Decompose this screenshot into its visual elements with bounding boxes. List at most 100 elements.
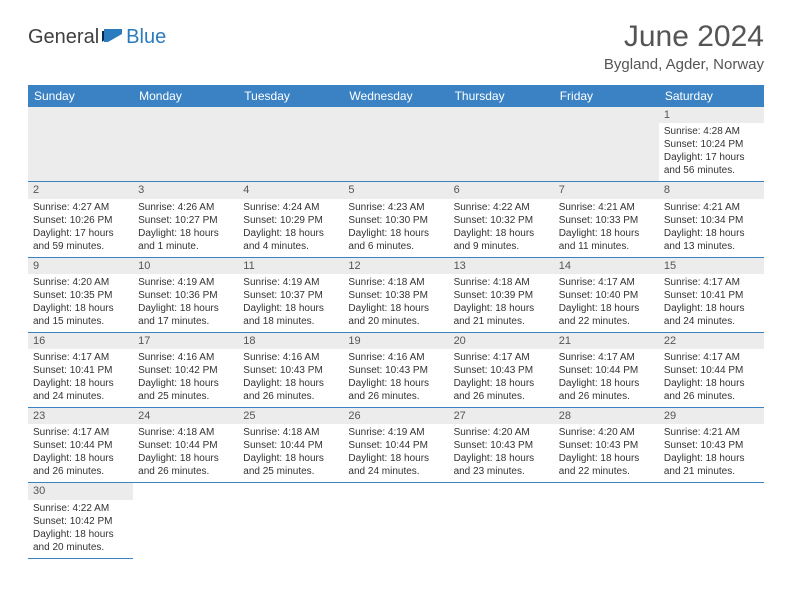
calendar-cell: 27Sunrise: 4:20 AMSunset: 10:43 PMDaylig… xyxy=(449,408,554,483)
day-number: 2 xyxy=(28,182,133,198)
daylight-text: Daylight: 18 hours and 23 minutes. xyxy=(454,452,549,478)
day-number: 30 xyxy=(28,483,133,499)
daylight-text: Daylight: 18 hours and 15 minutes. xyxy=(33,302,128,328)
sunset-text: Sunset: 10:27 PM xyxy=(138,214,233,227)
calendar-cell: 15Sunrise: 4:17 AMSunset: 10:41 PMDaylig… xyxy=(659,257,764,332)
sunset-text: Sunset: 10:44 PM xyxy=(33,439,128,452)
calendar-cell: 26Sunrise: 4:19 AMSunset: 10:44 PMDaylig… xyxy=(343,408,448,483)
day-number: 17 xyxy=(133,333,238,349)
sunset-text: Sunset: 10:26 PM xyxy=(33,214,128,227)
daylight-text: Daylight: 18 hours and 20 minutes. xyxy=(33,528,128,554)
calendar-cell xyxy=(28,107,133,182)
calendar-cell: 19 Sunrise: 4:16 AMSunset: 10:43 PMDaylig… xyxy=(343,332,448,407)
sunrise-text: Sunrise: 4:26 AM xyxy=(138,201,233,214)
daylight-text: Daylight: 18 hours and 22 minutes. xyxy=(559,452,654,478)
daylight-text: Daylight: 18 hours and 24 minutes. xyxy=(664,302,759,328)
day-number: 1 xyxy=(659,107,764,123)
calendar-cell: 14Sunrise: 4:17 AMSunset: 10:40 PMDaylig… xyxy=(554,257,659,332)
day-number: 25 xyxy=(238,408,343,424)
calendar-cell: 12Sunrise: 4:18 AMSunset: 10:38 PMDaylig… xyxy=(343,257,448,332)
calendar-cell: 3Sunrise: 4:26 AMSunset: 10:27 PMDayligh… xyxy=(133,182,238,257)
sunrise-text: Sunrise: 4:18 AM xyxy=(243,426,338,439)
calendar-cell: 29Sunrise: 4:21 AMSunset: 10:43 PMDaylig… xyxy=(659,408,764,483)
sunrise-text: Sunrise: 4:20 AM xyxy=(454,426,549,439)
logo-text-general: General xyxy=(28,26,99,49)
day-number: 26 xyxy=(343,408,448,424)
logo-text-blue: Blue xyxy=(126,26,166,49)
sunrise-text: Sunrise: 4:17 AM xyxy=(664,351,759,364)
sunrise-text: Sunrise: 4:21 AM xyxy=(664,426,759,439)
day-number: 13 xyxy=(449,258,554,274)
sunrise-text: Sunrise: 4:24 AM xyxy=(243,201,338,214)
sunrise-text: Sunrise: 4:16 AM xyxy=(243,351,338,364)
sunrise-text: Sunrise: 4:27 AM xyxy=(33,201,128,214)
sunrise-text: Sunrise: 4:17 AM xyxy=(33,426,128,439)
calendar-cell xyxy=(133,483,238,558)
sunrise-text: Sunrise: 4:18 AM xyxy=(348,276,443,289)
day-number: 23 xyxy=(28,408,133,424)
calendar-cell: 17Sunrise: 4:16 AMSunset: 10:42 PMDaylig… xyxy=(133,332,238,407)
weekday-header: Wednesday xyxy=(343,85,448,107)
sunset-text: Sunset: 10:43 PM xyxy=(559,439,654,452)
day-number: 24 xyxy=(133,408,238,424)
sunset-text: Sunset: 10:43 PM xyxy=(454,439,549,452)
calendar-cell: 23Sunrise: 4:17 AMSunset: 10:44 PMDaylig… xyxy=(28,408,133,483)
day-number: 28 xyxy=(554,408,659,424)
calendar-cell xyxy=(449,483,554,558)
daylight-text: Daylight: 18 hours and 9 minutes. xyxy=(454,227,549,253)
sunrise-text: Sunrise: 4:17 AM xyxy=(559,351,654,364)
calendar-cell xyxy=(659,483,764,558)
calendar-cell: 30Sunrise: 4:22 AMSunset: 10:42 PMDaylig… xyxy=(28,483,133,558)
month-title: June 2024 xyxy=(604,20,764,54)
daylight-text: Daylight: 18 hours and 21 minutes. xyxy=(454,302,549,328)
sunset-text: Sunset: 10:43 PM xyxy=(348,364,443,377)
calendar-cell: 10Sunrise: 4:19 AMSunset: 10:36 PMDaylig… xyxy=(133,257,238,332)
day-number: 15 xyxy=(659,258,764,274)
weekday-header: Saturday xyxy=(659,85,764,107)
weekday-row: Sunday Monday Tuesday Wednesday Thursday… xyxy=(28,85,764,107)
day-number: 20 xyxy=(449,333,554,349)
calendar-row: 30Sunrise: 4:22 AMSunset: 10:42 PMDaylig… xyxy=(28,483,764,558)
day-number: 3 xyxy=(133,182,238,198)
calendar-cell xyxy=(554,107,659,182)
calendar-cell: 24Sunrise: 4:18 AMSunset: 10:44 PMDaylig… xyxy=(133,408,238,483)
sunset-text: Sunset: 10:38 PM xyxy=(348,289,443,302)
sunrise-text: Sunrise: 4:16 AM xyxy=(138,351,233,364)
daylight-text: Daylight: 18 hours and 26 minutes. xyxy=(348,377,443,403)
calendar-row: 2 Sunrise: 4:27 AMSunset: 10:26 PM Dayligh… xyxy=(28,182,764,257)
sunrise-text: Sunrise: 4:18 AM xyxy=(454,276,549,289)
day-number: 29 xyxy=(659,408,764,424)
sunrise-text: Sunrise: 4:20 AM xyxy=(33,276,128,289)
sunrise-text: Sunrise: 4:16 AM xyxy=(348,351,443,364)
sunset-text: Sunset: 10:32 PM xyxy=(454,214,549,227)
sunset-text: Sunset: 10:33 PM xyxy=(559,214,654,227)
sunrise-text: Sunrise: 4:19 AM xyxy=(348,426,443,439)
daylight-text: Daylight: 18 hours and 22 minutes. xyxy=(559,302,654,328)
weekday-header: Friday xyxy=(554,85,659,107)
day-number: 12 xyxy=(343,258,448,274)
calendar-cell xyxy=(343,483,448,558)
calendar-cell: 9Sunrise: 4:20 AMSunset: 10:35 PMDayligh… xyxy=(28,257,133,332)
calendar-cell: 8Sunrise: 4:21 AMSunset: 10:34 PMDayligh… xyxy=(659,182,764,257)
calendar-cell: 7Sunrise: 4:21 AMSunset: 10:33 PMDayligh… xyxy=(554,182,659,257)
sunset-text: Sunset: 10:44 PM xyxy=(664,364,759,377)
daylight-text: Daylight: 18 hours and 17 minutes. xyxy=(138,302,233,328)
sunrise-text: Sunrise: 4:19 AM xyxy=(138,276,233,289)
weekday-header: Thursday xyxy=(449,85,554,107)
sunset-text: Sunset: 10:44 PM xyxy=(348,439,443,452)
day-number: 19 xyxy=(343,333,448,349)
daylight-text: Daylight: 18 hours and 11 minutes. xyxy=(559,227,654,253)
day-number: 5 xyxy=(343,182,448,198)
calendar-cell: 22Sunrise: 4:17 AMSunset: 10:44 PMDaylig… xyxy=(659,332,764,407)
daylight-text: Daylight: 18 hours and 26 minutes. xyxy=(138,452,233,478)
day-number: 18 xyxy=(238,333,343,349)
sunset-text: Sunset: 10:39 PM xyxy=(454,289,549,302)
calendar-cell: 6Sunrise: 4:22 AMSunset: 10:32 PMDayligh… xyxy=(449,182,554,257)
calendar-cell: 13 Sunrise: 4:18 AMSunset: 10:39 PMDaylig… xyxy=(449,257,554,332)
calendar-cell: 28 Sunrise: 4:20 AMSunset: 10:43 PMDaylig… xyxy=(554,408,659,483)
sunset-text: Sunset: 10:37 PM xyxy=(243,289,338,302)
calendar-cell: 18Sunrise: 4:16 AMSunset: 10:43 PMDaylig… xyxy=(238,332,343,407)
sunrise-text: Sunrise: 4:20 AM xyxy=(559,426,654,439)
sunset-text: Sunset: 10:29 PM xyxy=(243,214,338,227)
sunset-text: Sunset: 10:43 PM xyxy=(664,439,759,452)
